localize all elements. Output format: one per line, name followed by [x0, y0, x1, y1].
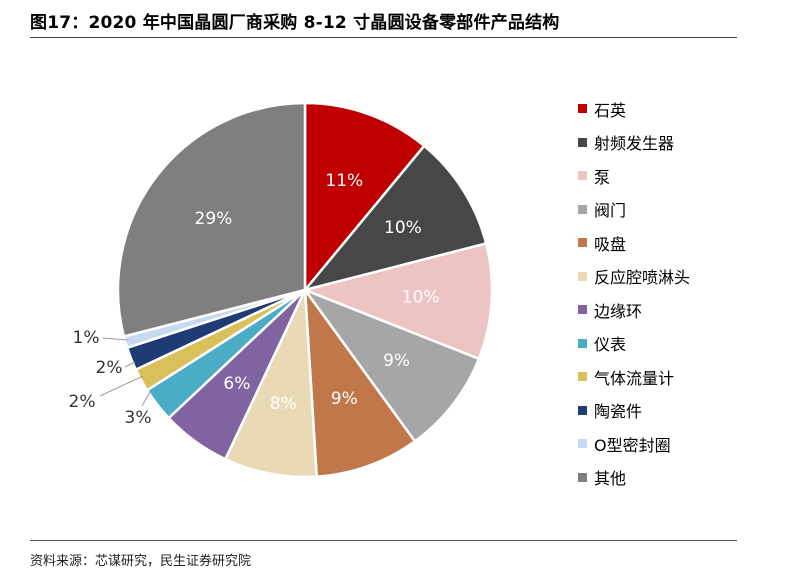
title-underline — [30, 37, 737, 38]
legend-swatch — [578, 439, 587, 449]
slice-label: 8% — [270, 394, 297, 414]
legend-swatch — [578, 271, 587, 281]
pie-slice — [303, 101, 426, 294]
legend-label: 石英 — [594, 100, 627, 120]
legend-swatch — [578, 405, 587, 415]
pie-slices — [116, 101, 494, 479]
source-note: 资料来源：芯谋研究，民生证券研究院 — [30, 554, 252, 569]
legend-item: 陶瓷件 — [578, 394, 690, 428]
legend-item: 射频发生器 — [578, 126, 690, 160]
pie-slice — [116, 101, 307, 339]
legend-label: 阀门 — [594, 201, 627, 221]
slice-label: 9% — [383, 351, 410, 371]
legend-label: 泵 — [594, 167, 611, 187]
pie-slice — [301, 287, 481, 444]
legend-label: 吸盘 — [594, 234, 627, 254]
legend-label: 气体流量计 — [594, 368, 675, 388]
legend-item: 其他 — [578, 461, 690, 495]
data-labels: 11% 10% 10% 9% 9% 8% 6% 3% 2%2% 1% 29% — [69, 171, 440, 428]
legend-swatch — [578, 104, 587, 114]
footer-divider — [30, 540, 737, 541]
slice-label: 2% — [69, 392, 96, 412]
slice-label: 2% — [96, 358, 123, 378]
legend-item: 反应腔喷淋头 — [578, 260, 690, 294]
legend-item: 阀门 — [578, 193, 690, 227]
pie-slice — [300, 241, 494, 361]
legend-swatch — [578, 238, 587, 248]
slice-label: 29% — [195, 209, 233, 229]
legend-swatch — [578, 338, 587, 348]
leader-line — [141, 391, 151, 407]
leader-line — [102, 337, 128, 341]
slice-label: 10% — [384, 218, 422, 238]
pie-slice — [223, 289, 319, 479]
leader-lines — [99, 337, 151, 407]
slice-label: 11% — [325, 171, 363, 191]
legend-swatch — [578, 204, 587, 214]
leader-line — [124, 361, 136, 368]
legend-swatch — [578, 171, 587, 181]
legend-item: 仪表 — [578, 327, 690, 361]
slice-label: 3% — [125, 408, 152, 428]
legend-label: 边缘环 — [594, 301, 643, 321]
legend-item: 吸盘 — [578, 226, 690, 260]
legend-label: 反应腔喷淋头 — [594, 268, 691, 288]
chart-title: 图17：2020 年中国晶圆厂商采购 8-12 寸晶圆设备零部件产品结构 — [30, 13, 560, 33]
legend-item: O型密封圈 — [578, 427, 690, 461]
legend-swatch — [578, 137, 587, 147]
legend-item: 边缘环 — [578, 293, 690, 327]
slice-label: 6% — [223, 374, 250, 394]
legend-swatch — [578, 372, 587, 382]
slice-label: 9% — [331, 389, 358, 409]
chart-legend: 石英射频发生器泵阀门吸盘反应腔喷淋头 边缘环仪表气体流量计陶瓷件 O型密封圈其他 — [578, 92, 690, 494]
legend-swatch — [578, 305, 587, 315]
legend-label: 仪表 — [594, 335, 627, 355]
legend-item: 气体流量计 — [578, 360, 690, 394]
legend-item: 泵 — [578, 159, 690, 193]
legend-label: 陶瓷件 — [594, 402, 643, 422]
leader-line — [99, 375, 144, 397]
legend-label: O型密封圈 — [594, 435, 671, 455]
legend-swatch — [578, 472, 587, 482]
slice-label: 10% — [402, 287, 440, 307]
slice-label: 1% — [73, 328, 100, 348]
legend-label: 射频发生器 — [594, 134, 675, 154]
legend-label: 其他 — [594, 469, 627, 489]
pie-slice — [303, 285, 417, 478]
legend-item: 石英 — [578, 92, 690, 126]
